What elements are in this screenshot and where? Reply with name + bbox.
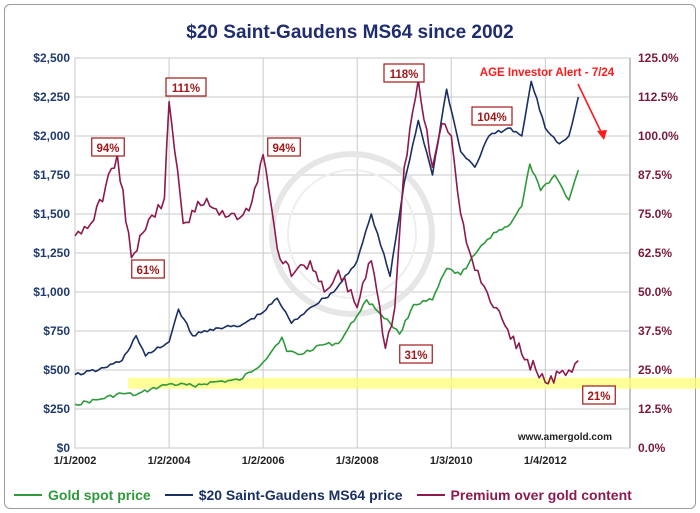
y-right-tick-label: 87.5% xyxy=(638,168,672,182)
legend-label: Gold spot price xyxy=(48,487,151,503)
y-right-tick-label: 12.5% xyxy=(638,402,672,416)
legend-swatch xyxy=(416,494,445,496)
annotation-box xyxy=(582,385,616,405)
y-left-tick-label: $250 xyxy=(43,402,70,416)
annotation-label: 61% xyxy=(136,265,159,277)
y-left-tick-label: $1,000 xyxy=(33,285,70,299)
annotation-box xyxy=(399,344,433,364)
y-left-tick-label: $2,250 xyxy=(33,90,70,104)
series-line-3 xyxy=(74,79,579,385)
x-tick-label: 1/4/2012 xyxy=(524,455,567,467)
annotation-box xyxy=(267,137,301,157)
alert-arrow-head xyxy=(597,130,607,140)
y-left-tick-label: $1,500 xyxy=(33,207,70,221)
series-line-1 xyxy=(74,163,580,406)
annotation-label: 31% xyxy=(404,350,427,362)
annotation-label: 104% xyxy=(477,112,506,124)
annotation-box xyxy=(91,137,125,157)
y-right-tick-label: 25.0% xyxy=(638,363,672,377)
y-left-tick-label: $1,750 xyxy=(33,168,70,182)
investor-alert-text: AGE Investor Alert - 7/24 xyxy=(480,67,615,79)
highlight-band xyxy=(128,377,700,389)
legend-label: Premium over gold content xyxy=(450,487,632,503)
y-left-tick-label: $2,500 xyxy=(33,51,70,65)
y-right-tick-label: 0.0% xyxy=(638,441,666,455)
y-left-tick-label: $0 xyxy=(57,441,71,455)
y-right-tick-label: 50.0% xyxy=(638,285,672,299)
legend-item-1: Gold spot price xyxy=(14,487,151,503)
y-left-tick-label: $500 xyxy=(43,363,70,377)
y-left-tick-label: $1,250 xyxy=(33,246,70,260)
annotation-label: 118% xyxy=(390,69,419,81)
y-right-tick-label: 62.5% xyxy=(638,246,672,260)
x-tick-label: 1/2/2006 xyxy=(242,455,285,467)
series-layer xyxy=(74,79,580,406)
annotation-label: 111% xyxy=(172,83,200,95)
watermark-url: www.amergold.com xyxy=(517,432,612,443)
annotation-box xyxy=(471,106,513,126)
series-line-2 xyxy=(74,80,580,376)
legend-swatch xyxy=(14,494,42,496)
legend-item-3: Premium over gold content xyxy=(416,487,632,503)
legend-swatch xyxy=(164,494,193,496)
annotations: 94% 111% 61% 94% 118% 104% 31% 21% AGE Investor … xyxy=(91,63,616,443)
annotation-label: 21% xyxy=(587,391,610,403)
annotation-box xyxy=(131,259,165,279)
chart-title: $20 Saint-Gaudens MS64 since 2002 xyxy=(186,22,514,43)
annotation-label: 94% xyxy=(272,143,295,155)
x-tick-label: 1/3/2008 xyxy=(336,455,379,467)
x-tick-label: 1/2/2004 xyxy=(148,455,192,467)
highlight-band-layer xyxy=(128,377,700,389)
annotation-box xyxy=(165,77,207,97)
legend: Gold spot price $20 Saint-Gaudens MS64 pr… xyxy=(14,482,690,508)
y-left-tick-label: $750 xyxy=(43,324,70,338)
alert-arrow-line xyxy=(577,83,605,139)
x-tick-label: 1/3/2010 xyxy=(430,455,473,467)
watermark-logo xyxy=(269,151,435,317)
annotation-label: 94% xyxy=(96,143,119,155)
axes: $0 0.0% $250 12.5% $500 25.0% $750 37.5% $1,000 5… xyxy=(33,51,679,467)
y-right-tick-label: 125.0% xyxy=(638,51,679,65)
legend-label: $20 Saint-Gaudens MS64 price xyxy=(198,487,403,503)
legend-item-2: $20 Saint-Gaudens MS64 price xyxy=(164,487,403,503)
x-tick-label: 1/1/2002 xyxy=(54,455,97,467)
gridlines xyxy=(74,57,631,449)
y-left-tick-label: $2,000 xyxy=(33,129,70,143)
y-right-tick-label: 37.5% xyxy=(638,324,672,338)
annotation-box xyxy=(383,63,425,83)
y-right-tick-label: 75.0% xyxy=(638,207,672,221)
y-right-tick-label: 100.0% xyxy=(638,129,679,143)
y-right-tick-label: 112.5% xyxy=(638,90,678,104)
